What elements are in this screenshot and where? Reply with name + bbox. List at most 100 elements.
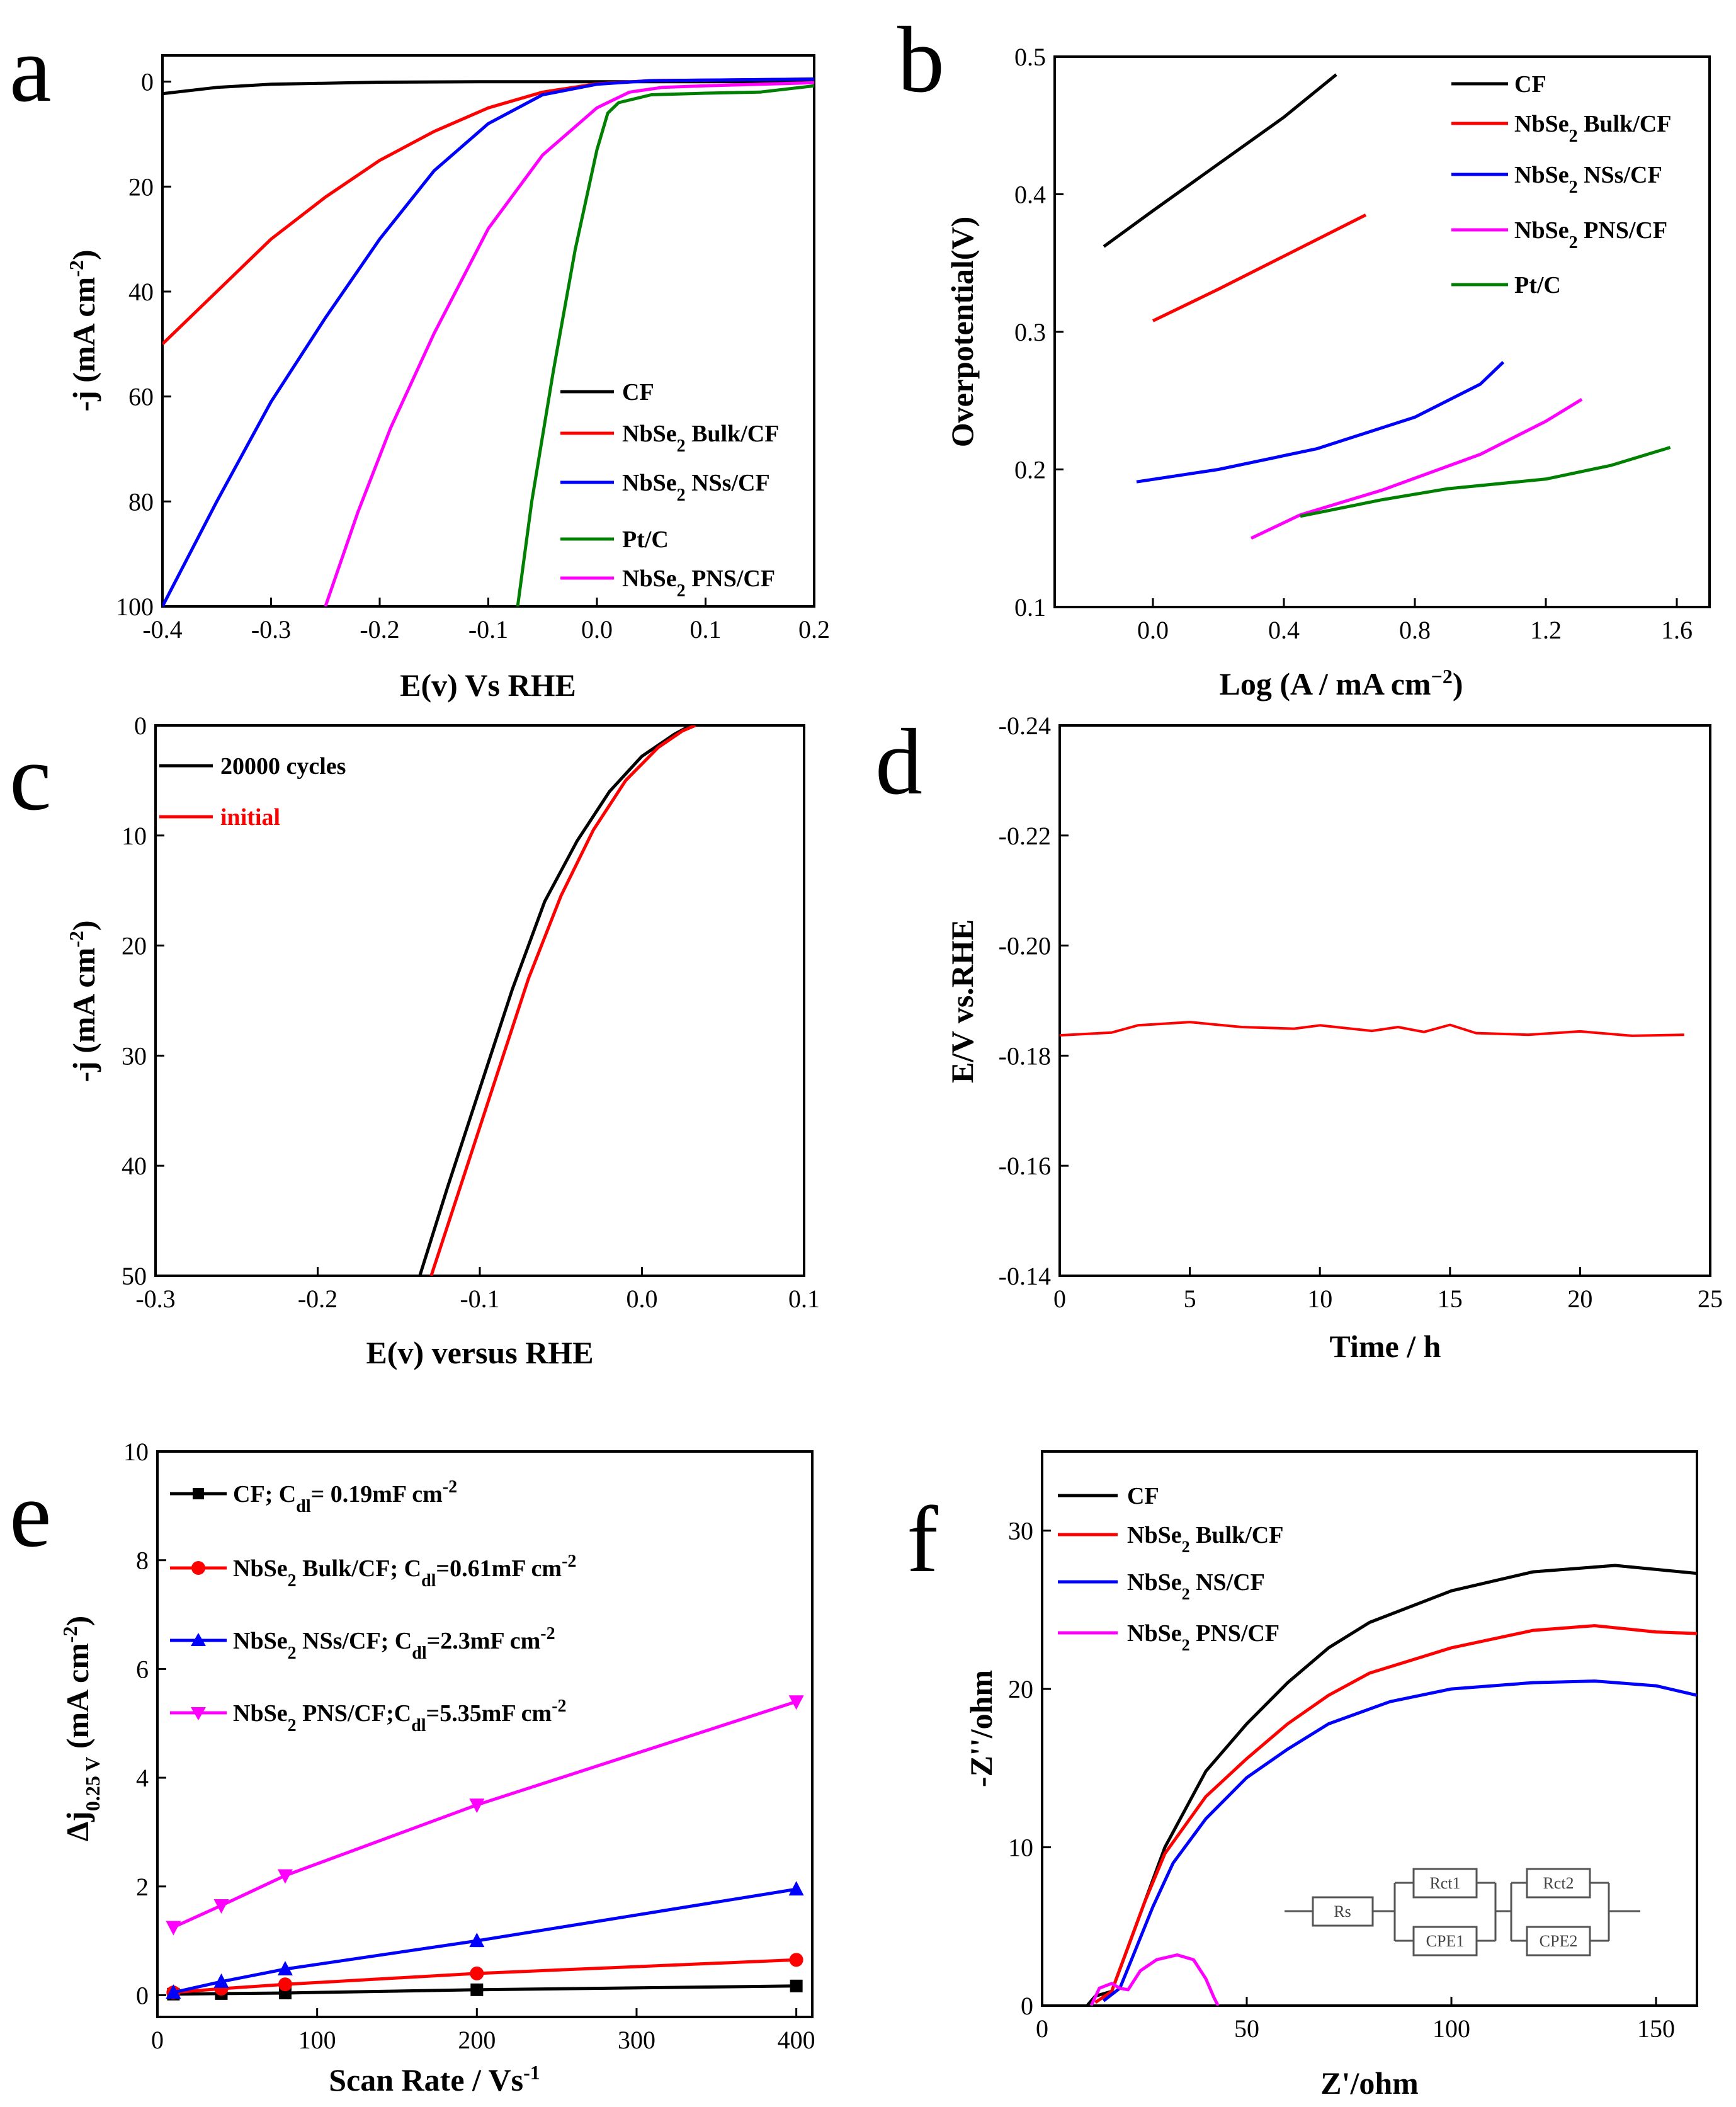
x-tick-label-a: 0.0 [581,615,613,644]
series-line-a-3 [516,84,814,606]
data-point-e-2 [213,1973,229,1988]
legend-label-e-pns: NbSe2 PNS/CF;Cdl=5.35mF cm-2 [233,1696,567,1735]
data-point-e-3 [166,1921,181,1936]
panel-letter-e: e [9,1462,52,1567]
x-tick-label-a: 0.1 [690,615,722,644]
series-b [1103,73,1671,540]
legend-marker-e-bulk [191,1561,205,1575]
legend-label-a-ptc: Pt/C [622,526,669,553]
legend-marker-e-nss [191,1633,206,1646]
series-c [418,725,696,1276]
legend-label-e-cf: CF; Cdl= 0.19mF cm-2 [233,1477,457,1516]
legend-marker-e-cf [193,1488,204,1499]
x-tick-label-a: -0.2 [360,615,399,644]
data-point-e-3 [469,1798,485,1814]
y-tick-label-b: 0.3 [1014,318,1046,346]
series-f [1086,1564,1697,2006]
panel-f: f 0 50 100 150 0 10 20 30 Z'/ohm -Z''/ohm CF N… [907,1450,1698,2101]
legend-e: CF; Cdl= 0.19mF cm-2 NbSe2 Bulk/CF; Cdl=… [170,1477,576,1735]
data-point-e-1 [278,1977,292,1992]
data-point-e-3 [213,1899,229,1914]
data-point-e-1 [470,1966,484,1980]
y-axis-label-c: -j (mA cm-2) [65,920,101,1082]
x-axis-label-a: E(v) Vs RHE [400,667,576,703]
y-tick-label-f: 0 [1021,1992,1033,2020]
data-point-e-3 [788,1695,804,1710]
y-axis-label-e: Δj0.25 V (mA cm-2) [59,1616,104,1841]
x-tick-label-f: 150 [1637,2014,1675,2043]
y-tick-label-f: 30 [1008,1517,1033,1545]
y-tick-label-d: -0.20 [999,932,1051,960]
legend-label-b-ptc: Pt/C [1514,272,1561,298]
x-ticks-c: -0.3 -0.2 -0.1 0.0 0.1 [135,1267,820,1313]
panel-e: e 0 100 200 300 400 0 2 4 6 8 10 Scan Rate / Vs-1… [9,1438,815,2098]
legend-label-e-bulk: NbSe2 Bulk/CF; Cdl=0.61mF cm-2 [233,1552,576,1591]
equivalent-circuit-inset [1285,1868,1640,1956]
circuit-label-rct2: Rct2 [1543,1874,1574,1892]
x-tick-label-d: 10 [1307,1285,1332,1313]
plot-frame-b [1053,55,1711,608]
panel-letter-c: c [9,725,52,830]
x-axis-label-c: E(v) versus RHE [366,1335,593,1370]
plot-frame-a [161,54,815,608]
x-tick-label-d: 15 [1438,1285,1463,1313]
y-tick-label-f: 10 [1008,1834,1033,1862]
y-tick-label-b: 0.4 [1014,181,1046,209]
y-tick-label-e: 10 [123,1438,149,1466]
legend-marker-e-pns [191,1707,206,1720]
legend-c: 20000 cycles initial [159,753,346,831]
y-tick-label-f: 20 [1008,1675,1033,1703]
data-point-e-0 [790,1979,803,1992]
y-tick-label-a: 0 [141,68,154,96]
series-line-c-0 [418,725,691,1276]
y-tick-label-c: 0 [134,712,147,740]
legend-label-c-initial: initial [220,804,280,831]
data-point-e-2 [277,1961,293,1976]
panel-a: a -0.4 -0.3 -0.2 -0.1 0.0 0.1 0.2 0 20 40 60 80 100… [9,17,830,703]
y-ticks-c: 0 10 20 30 40 50 [122,712,164,1290]
x-tick-label-e: 100 [298,2026,336,2054]
series-line-c-1 [429,725,696,1276]
y-tick-label-d: -0.14 [999,1262,1051,1290]
y-tick-label-a: 60 [128,383,154,411]
data-point-e-2 [166,1984,181,1999]
y-ticks-d: -0.24 -0.22 -0.20 -0.18 -0.16 -0.14 [999,712,1069,1290]
circuit-label-cpe1: CPE1 [1426,1932,1465,1950]
x-tick-label-a: -0.4 [142,615,182,644]
series-e [166,1695,804,2001]
x-axis-label-e: Scan Rate / Vs-1 [329,2061,540,2098]
circuit-label-cpe2: CPE2 [1540,1932,1578,1950]
x-tick-label-a: -0.1 [468,615,508,644]
y-ticks-a: 0 20 40 60 80 100 [116,68,171,621]
y-ticks-f: 0 10 20 30 [1008,1517,1051,2020]
x-tick-label-d: 25 [1698,1285,1723,1313]
series-line-e-0 [173,1984,797,1996]
x-tick-label-d: 5 [1184,1285,1196,1313]
series-d [1060,1021,1684,1037]
x-tick-label-f: 0 [1036,2014,1048,2043]
y-tick-label-c: 10 [122,822,147,850]
x-tick-label-c: 0.1 [788,1285,820,1313]
x-tick-label-c: -0.3 [135,1285,175,1313]
data-point-e-2 [469,1933,485,1948]
series-line-a-0 [162,80,814,96]
series-line-e-3 [173,1700,797,1929]
x-tick-label-a: 0.2 [798,615,830,644]
x-ticks-f: 0 50 100 150 [1036,1997,1675,2043]
y-axis-label-f: -Z''/ohm [963,1670,999,1787]
y-tick-label-d: -0.24 [999,712,1051,740]
x-axis-label-f: Z'/ohm [1320,2065,1419,2101]
legend-label-a-pns: NbSe2 PNS/CF [622,565,775,601]
x-tick-label-b: 0.0 [1137,616,1169,644]
x-ticks-a: -0.4 -0.3 -0.2 -0.1 0.0 0.1 0.2 [142,598,830,644]
y-tick-label-c: 50 [122,1262,147,1290]
y-tick-label-a: 40 [128,278,154,306]
y-axis-label-d: E/V vs.RHE [945,919,980,1083]
legend-label-f-ns: NbSe2 NS/CF [1127,1569,1265,1603]
data-point-e-1 [789,1953,803,1967]
legend-label-a-bulk: NbSe2 Bulk/CF [622,421,779,456]
y-axis-label-b: Overpotential(V) [945,217,980,448]
series-line-d-0 [1060,1021,1684,1037]
y-tick-label-b: 0.5 [1014,43,1046,71]
